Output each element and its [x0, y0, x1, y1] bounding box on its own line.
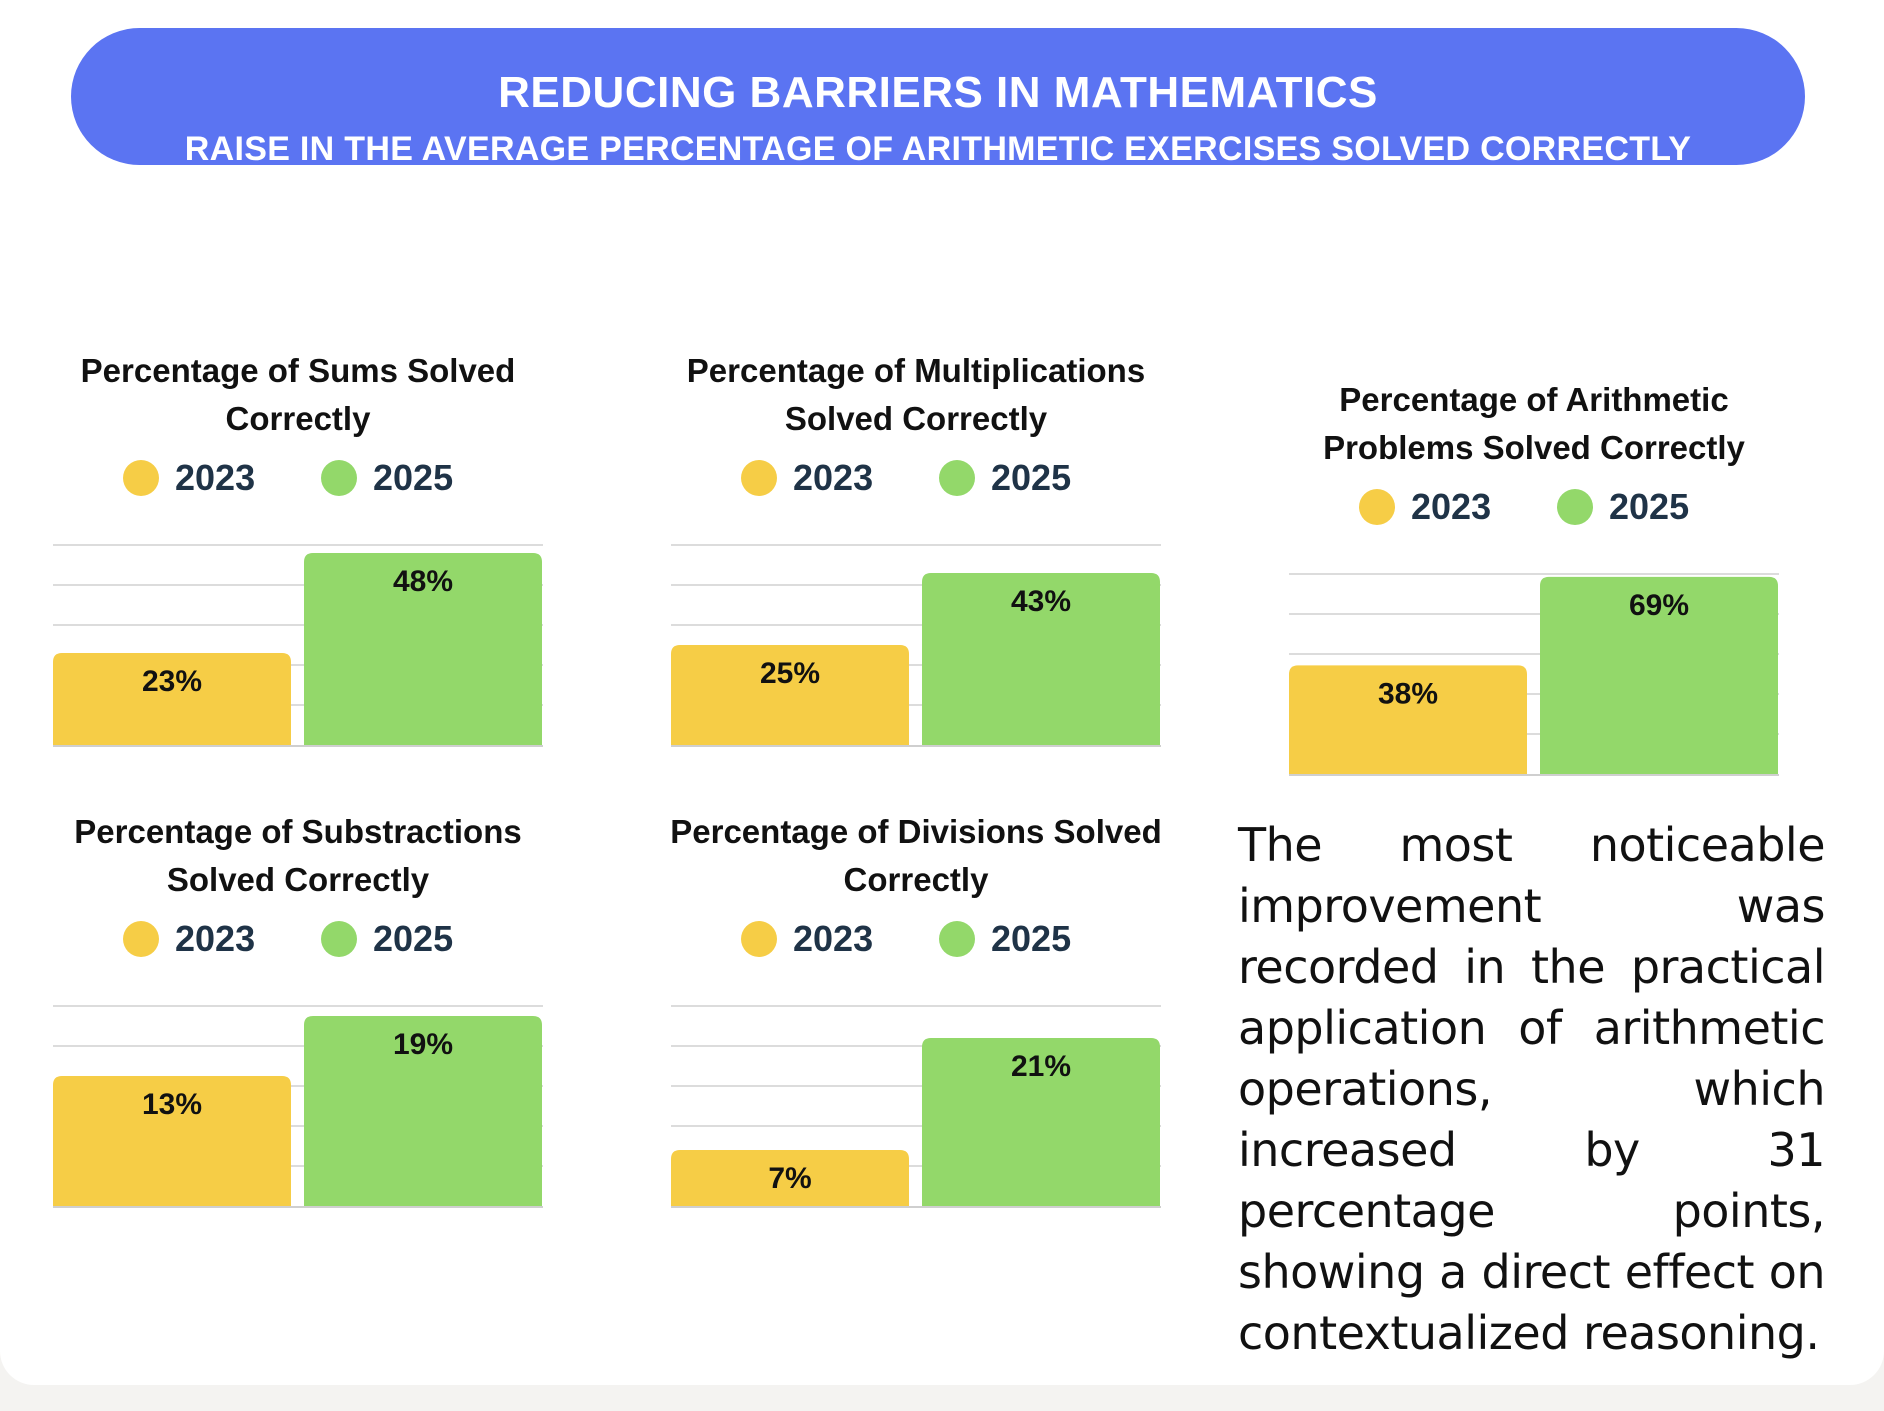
plot-area: 7% 21%	[671, 1005, 1161, 1211]
chart-legend: 2023 2025	[671, 916, 1161, 962]
bar-value-label: 69%	[1629, 589, 1689, 622]
bar-value-label: 19%	[393, 1028, 453, 1061]
legend-item-2025: 2025	[1557, 484, 1689, 530]
chart-panel-multiplications: Percentage of Multiplications Solved Cor…	[671, 347, 1161, 807]
chart-legend: 2023 2025	[53, 455, 543, 501]
legend-dot-icon	[939, 460, 975, 496]
bar-value-label: 25%	[760, 657, 820, 690]
legend-dot-icon	[741, 460, 777, 496]
legend-label: 2025	[373, 918, 454, 959]
legend-item-2025: 2025	[321, 455, 453, 501]
legend-label: 2025	[1609, 486, 1690, 527]
bar-value-label: 43%	[1011, 585, 1071, 618]
bar-2025	[922, 1038, 1160, 1206]
plot-area: 23% 48%	[53, 544, 543, 750]
bar-2025	[1540, 576, 1778, 774]
chart-title: Percentage of Arithmetic Problems Solved…	[1323, 381, 1745, 466]
plot-area: 25% 43%	[671, 544, 1161, 750]
legend-dot-icon	[939, 921, 975, 957]
bar-chart: 13% 19%	[53, 1005, 543, 1208]
bar-2025	[304, 553, 542, 745]
legend-label: 2025	[991, 457, 1072, 498]
chart-title: Percentage of Divisions Solved Correctly	[670, 813, 1162, 898]
chart-title: Percentage of Sums Solved Correctly	[80, 352, 516, 437]
bar-value-label: 21%	[1011, 1050, 1071, 1083]
bar-2023	[1289, 665, 1527, 774]
bar-2023	[671, 1150, 909, 1206]
legend-label: 2023	[175, 457, 256, 498]
legend-label: 2023	[1411, 486, 1492, 527]
page-subtitle: RAISE IN THE AVERAGE PERCENTAGE OF ARITH…	[184, 130, 1692, 168]
chart-legend: 2023 2025	[1289, 484, 1779, 530]
legend-item-2023: 2023	[123, 916, 255, 962]
legend-label: 2025	[373, 457, 454, 498]
legend-item-2023: 2023	[741, 455, 873, 501]
bar-2025	[922, 573, 1160, 745]
plot-area: 38% 69%	[1289, 573, 1779, 779]
bar-value-label: 7%	[768, 1162, 811, 1195]
legend-dot-icon	[1359, 489, 1395, 525]
bar-2023	[53, 1076, 291, 1206]
bar-chart: 7% 21%	[671, 1005, 1161, 1208]
legend-item-2023: 2023	[741, 916, 873, 962]
summary-text: The most noticeable improvement was reco…	[1238, 818, 1826, 1360]
bar-2023	[671, 645, 909, 745]
chart-panel-substractions: Percentage of Substractions Solved Corre…	[53, 808, 543, 1268]
legend-dot-icon	[741, 921, 777, 957]
legend-item-2025: 2025	[321, 916, 453, 962]
bar-value-label: 48%	[393, 565, 453, 598]
bar-value-label: 38%	[1378, 677, 1438, 710]
legend-label: 2023	[793, 918, 874, 959]
legend-dot-icon	[321, 460, 357, 496]
legend-dot-icon	[1557, 489, 1593, 525]
chart-legend: 2023 2025	[671, 455, 1161, 501]
legend-dot-icon	[123, 921, 159, 957]
legend-label: 2025	[991, 918, 1072, 959]
chart-panel-divisions: Percentage of Divisions Solved Correctly…	[670, 808, 1162, 1268]
bar-chart: 38% 69%	[1289, 573, 1779, 776]
legend-dot-icon	[321, 921, 357, 957]
header-banner: REDUCING BARRIERS IN MATHEMATICS RAISE I…	[71, 28, 1805, 168]
legend-label: 2023	[793, 457, 874, 498]
legend-item-2023: 2023	[1359, 484, 1491, 530]
bar-2025	[304, 1016, 542, 1206]
chart-panel-sums: Percentage of Sums Solved Correctly 2023…	[53, 347, 543, 807]
chart-title: Percentage of Multiplications Solved Cor…	[686, 352, 1146, 437]
plot-area: 13% 19%	[53, 1005, 543, 1211]
legend-item-2023: 2023	[123, 455, 255, 501]
legend-dot-icon	[123, 460, 159, 496]
legend-item-2025: 2025	[939, 455, 1071, 501]
bar-2023	[53, 653, 291, 745]
legend-item-2025: 2025	[939, 916, 1071, 962]
chart-panel-arithmetic-problems: Percentage of Arithmetic Problems Solved…	[1289, 376, 1779, 836]
page-title: REDUCING BARRIERS IN MATHEMATICS	[498, 68, 1378, 117]
legend-label: 2023	[175, 918, 256, 959]
bar-value-label: 13%	[142, 1088, 202, 1121]
chart-title: Percentage of Substractions Solved Corre…	[74, 813, 522, 898]
bar-chart: 25% 43%	[671, 544, 1161, 747]
chart-legend: 2023 2025	[53, 916, 543, 962]
bar-chart: 23% 48%	[53, 544, 543, 747]
bar-value-label: 23%	[142, 665, 202, 698]
